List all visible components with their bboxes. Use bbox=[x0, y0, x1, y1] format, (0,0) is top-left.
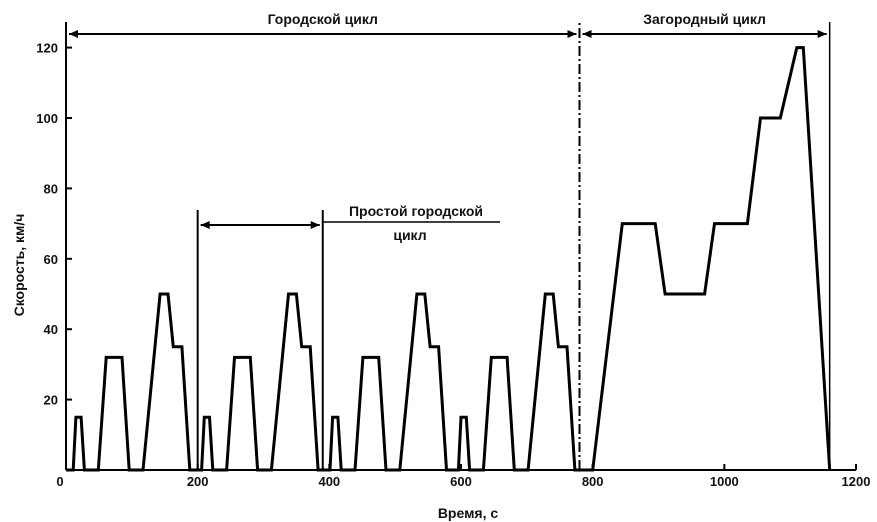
x-tick-label-200: 200 bbox=[187, 474, 209, 489]
speed-series-line-0 bbox=[66, 46, 832, 472]
ticks: 0 200 400 600 800 1000 1200 20 40 60 80 100 120 bbox=[36, 41, 870, 489]
y-tick-label-100: 100 bbox=[36, 111, 58, 126]
series-layer bbox=[66, 46, 832, 472]
x-tick-label-600: 600 bbox=[450, 474, 472, 489]
extra_urban-label: Загородный цикл bbox=[643, 11, 766, 27]
y-tick-label-80: 80 bbox=[44, 181, 58, 196]
simple-city-label-line2: цикл bbox=[393, 227, 426, 243]
x-tick-label-1000: 1000 bbox=[710, 474, 739, 489]
extra_urban-arrow-left bbox=[582, 30, 592, 38]
x-tick-label-1200: 1200 bbox=[842, 474, 871, 489]
simple-city-arrow-right bbox=[310, 221, 320, 229]
city-arrow-right bbox=[567, 30, 577, 38]
x-tick-label-0: 0 bbox=[56, 474, 63, 489]
annotations-layer: Городской цикл Загородный цикл Простой гор… bbox=[69, 11, 831, 470]
simple-city-arrow-left bbox=[200, 221, 210, 229]
city-arrow-left bbox=[69, 30, 78, 38]
y-axis-label: Скорость, км/ч bbox=[11, 214, 27, 317]
x-tick-label-400: 400 bbox=[318, 474, 340, 489]
y-tick-label-120: 120 bbox=[36, 41, 58, 56]
x-tick-label-800: 800 bbox=[582, 474, 604, 489]
simple-city-label-line1: Простой городской bbox=[349, 203, 483, 219]
y-tick-label-40: 40 bbox=[44, 322, 58, 337]
y-tick-label-60: 60 bbox=[44, 252, 58, 267]
y-tick-label-20: 20 bbox=[44, 393, 58, 408]
x-axis-label: Время, с bbox=[438, 505, 499, 521]
extra_urban-arrow-right bbox=[817, 30, 827, 38]
city-label: Городской цикл bbox=[268, 11, 378, 27]
